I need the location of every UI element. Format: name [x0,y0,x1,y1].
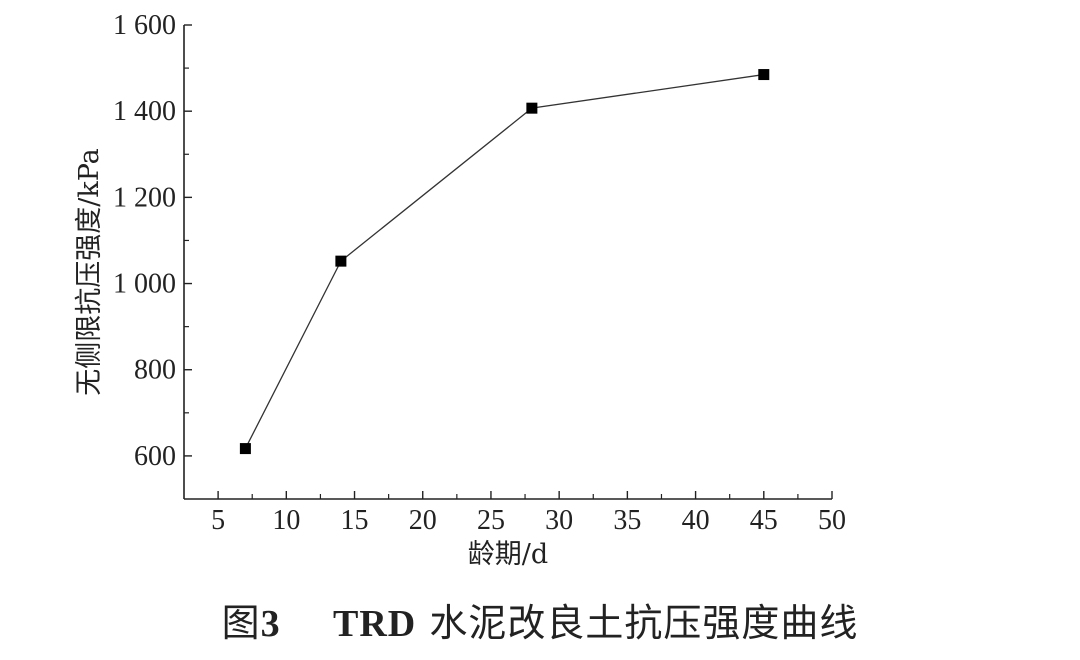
line-chart: 5 10 15 20 25 30 35 40 45 50 600 800 1 000 1 200 1 400… [74,10,846,570]
x-tick-label: 35 [613,505,641,536]
axes [183,25,832,500]
chart-container: 5 10 15 20 25 30 35 40 45 50 600 800 1 000 1 200 1 400… [74,10,846,570]
caption-prefix: 图 [221,601,261,645]
y-tick-label: 1 600 [113,10,176,41]
x-tick-label: 20 [409,505,437,536]
caption-bold-text: TRD [333,603,417,645]
ticks: 5 10 15 20 25 30 35 40 45 50 600 800 1 000 1 200 1 400… [113,10,846,536]
x-tick-label: 40 [682,505,710,536]
y-tick-label: 800 [134,355,176,386]
x-tick-label: 15 [341,505,369,536]
x-tick-label: 45 [750,505,778,536]
x-tick-label: 50 [818,505,846,536]
data-point-marker [335,255,347,267]
figure-caption: 图3 TRD 水泥改良土抗压强度曲线 [0,592,1080,647]
x-tick-label: 30 [545,505,573,536]
x-tick-label: 25 [477,505,505,536]
data-point-marker [758,69,770,81]
y-axis-label: 无侧限抗压强度/kPa [74,148,105,396]
data-series [239,69,770,455]
y-tick-label: 1 400 [113,96,176,127]
x-axis-label: 龄期/d [468,539,548,570]
y-tick-label: 1 200 [113,182,176,213]
y-tick-label: 1 000 [113,269,176,300]
data-point-marker [239,443,251,455]
y-tick-label: 600 [134,441,176,472]
x-tick-label: 5 [211,505,225,536]
data-point-marker [526,102,538,114]
caption-text: 水泥改良土抗压强度曲线 [429,601,859,645]
series-line [244,73,764,449]
x-tick-label: 10 [272,505,300,536]
caption-number: 3 [260,603,281,645]
